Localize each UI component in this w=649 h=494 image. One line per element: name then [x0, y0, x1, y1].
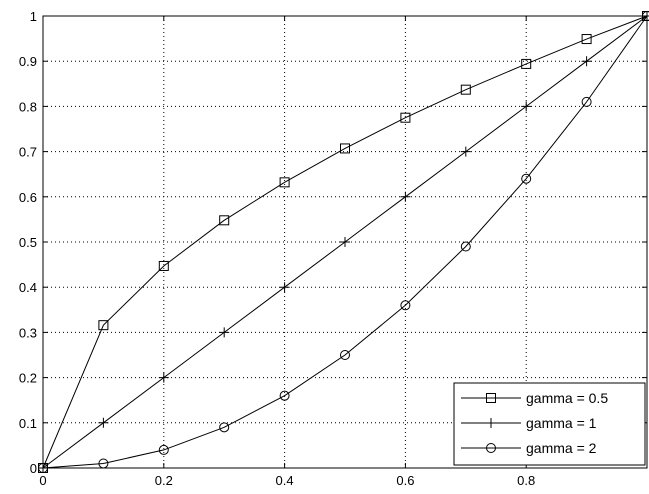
y-tick-label: 0.3	[19, 325, 37, 340]
data-point-circle	[340, 350, 350, 360]
data-point-circle	[219, 422, 230, 433]
y-tick-label: 0.4	[19, 280, 37, 295]
data-point-square	[279, 177, 290, 188]
y-tick-label: 0.6	[19, 190, 37, 205]
data-point-square	[219, 215, 230, 226]
legend-entry-1: gamma = 1	[461, 415, 597, 431]
y-tick-label: 0.9	[19, 54, 37, 69]
y-tick-label: 0.2	[19, 371, 37, 386]
data-point-plus	[98, 417, 109, 428]
legend-box	[453, 382, 646, 466]
data-point-plus	[219, 327, 230, 338]
legend-marker-plus	[486, 418, 496, 428]
x-tick-label: 0.6	[396, 473, 414, 488]
data-point-square	[158, 260, 169, 271]
data-point-circle	[279, 390, 290, 401]
legend-label: gamma = 2	[526, 440, 597, 456]
data-point-square	[460, 84, 471, 95]
series-1	[38, 11, 649, 473]
data-point-circle	[158, 444, 169, 455]
data-point-circle	[38, 463, 48, 473]
data-point-square	[581, 34, 592, 45]
data-point-circle	[642, 11, 649, 21]
y-tick-label: 1	[30, 9, 37, 24]
series-layer	[38, 11, 649, 473]
series-line-2	[42, 15, 648, 469]
data-point-circle	[460, 241, 471, 252]
y-tick-label: 0.5	[19, 235, 37, 250]
data-point-plus	[460, 146, 471, 157]
series-0	[38, 11, 649, 473]
x-tick-label: 0.4	[276, 473, 294, 488]
y-tick-label: 0.8	[19, 99, 37, 114]
legend-label: gamma = 1	[526, 415, 597, 431]
legend-entry-0: gamma = 0.5	[461, 390, 608, 406]
legend-marker-square	[486, 393, 496, 403]
data-point-plus	[340, 237, 350, 247]
x-tick-label: 0	[39, 473, 46, 488]
series-line-0	[42, 15, 648, 469]
data-point-plus	[521, 101, 532, 112]
data-point-square	[521, 58, 532, 69]
data-point-plus	[400, 191, 411, 202]
legend-entry-2: gamma = 2	[461, 440, 597, 456]
x-tick-label: 0.8	[517, 473, 535, 488]
data-point-plus	[279, 282, 290, 293]
y-tick-label: 0.7	[19, 145, 37, 160]
data-point-square	[340, 143, 350, 154]
data-point-circle	[98, 458, 109, 469]
data-point-circle	[521, 173, 532, 184]
data-point-plus	[158, 372, 169, 383]
data-point-square	[98, 320, 109, 331]
legend-marker-circle	[486, 443, 496, 453]
series-2	[38, 11, 649, 473]
data-point-circle	[400, 300, 411, 311]
data-point-plus	[581, 56, 592, 67]
x-tick-label: 0.2	[155, 473, 173, 488]
data-point-circle	[581, 96, 592, 107]
y-tick-label: 0.1	[19, 416, 37, 431]
x-axis: 0 0.2 0.4 0.6 0.8	[39, 16, 535, 488]
legend-label: gamma = 0.5	[526, 390, 608, 406]
legend: gamma = 0.5 gamma = 1 gamma = 2	[453, 382, 646, 466]
y-tick-label: 0	[30, 461, 37, 476]
data-point-square	[400, 112, 411, 123]
